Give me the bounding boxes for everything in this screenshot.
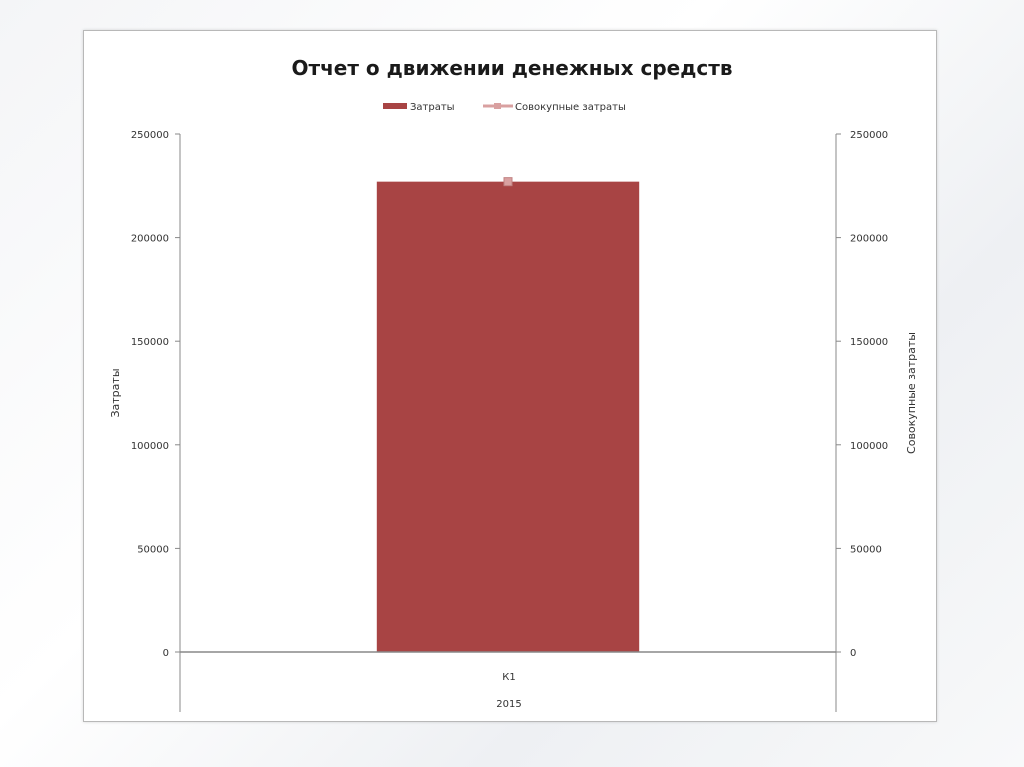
legend-swatch-bar xyxy=(383,103,407,109)
chart-title: Отчет о движении денежных средств xyxy=(291,56,732,80)
y-axis-label: Затраты xyxy=(109,368,122,417)
y-tick-label: 200000 xyxy=(131,234,169,245)
y-tick-label: 150000 xyxy=(131,337,169,348)
y2-tick-label: 0 xyxy=(850,648,856,659)
category-label: К1 xyxy=(502,672,515,683)
y2-tick-label: 200000 xyxy=(850,234,888,245)
y-tick-label: 100000 xyxy=(131,441,169,452)
legend-label-bar: Затраты xyxy=(410,102,455,113)
y2-tick-label: 50000 xyxy=(850,544,882,555)
line-marker xyxy=(503,177,513,187)
legend-label-line: Совокупные затраты xyxy=(515,102,626,113)
y-tick-label: 50000 xyxy=(137,544,169,555)
y2-tick-label: 150000 xyxy=(850,337,888,348)
bar xyxy=(376,181,640,652)
category-group-label: 2015 xyxy=(496,699,521,710)
legend: Затраты Совокупные затраты xyxy=(383,102,626,113)
y-tick-label: 0 xyxy=(163,648,169,659)
y-tick-label: 250000 xyxy=(131,130,169,141)
y2-tick-label: 250000 xyxy=(850,130,888,141)
y2-axis-label: Совокупные затраты xyxy=(905,332,918,454)
y2-tick-label: 100000 xyxy=(850,441,888,452)
legend-swatch-marker xyxy=(494,103,501,109)
